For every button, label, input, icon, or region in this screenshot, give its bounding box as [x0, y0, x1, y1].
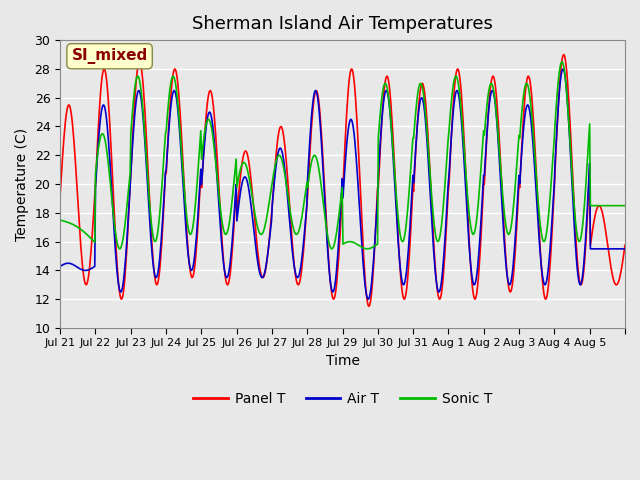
Title: Sherman Island Air Temperatures: Sherman Island Air Temperatures	[192, 15, 493, 33]
Panel T	[255, 254, 262, 260]
Sonic T	[276, 153, 284, 158]
Legend: Panel T, Air T, Sonic T: Panel T, Air T, Sonic T	[188, 387, 498, 412]
Air T	[276, 145, 284, 151]
Sonic T	[227, 214, 234, 219]
Sonic T	[558, 59, 566, 65]
Panel T	[56, 192, 64, 198]
Air T	[364, 296, 372, 302]
Air T	[433, 285, 441, 290]
Panel T	[402, 293, 410, 299]
Panel T	[560, 52, 568, 58]
Sonic T	[255, 227, 262, 232]
Line: Panel T: Panel T	[60, 55, 625, 306]
Air T	[559, 66, 567, 72]
Sonic T	[621, 203, 629, 208]
Panel T	[227, 270, 234, 276]
Sonic T	[123, 208, 131, 214]
Line: Air T: Air T	[60, 69, 625, 299]
Air T	[227, 259, 234, 265]
Air T	[56, 264, 64, 269]
Panel T	[123, 252, 131, 258]
Text: SI_mixed: SI_mixed	[72, 48, 148, 64]
Air T	[123, 244, 131, 250]
Panel T	[276, 126, 284, 132]
Line: Sonic T: Sonic T	[60, 62, 625, 249]
Sonic T	[364, 246, 371, 252]
Panel T	[365, 303, 372, 309]
Air T	[621, 246, 629, 252]
Sonic T	[402, 227, 410, 233]
Panel T	[621, 242, 629, 248]
Sonic T	[433, 238, 441, 244]
X-axis label: Time: Time	[326, 354, 360, 368]
Sonic T	[56, 217, 64, 223]
Air T	[255, 263, 262, 268]
Panel T	[433, 286, 441, 292]
Y-axis label: Temperature (C): Temperature (C)	[15, 128, 29, 240]
Air T	[402, 276, 410, 281]
